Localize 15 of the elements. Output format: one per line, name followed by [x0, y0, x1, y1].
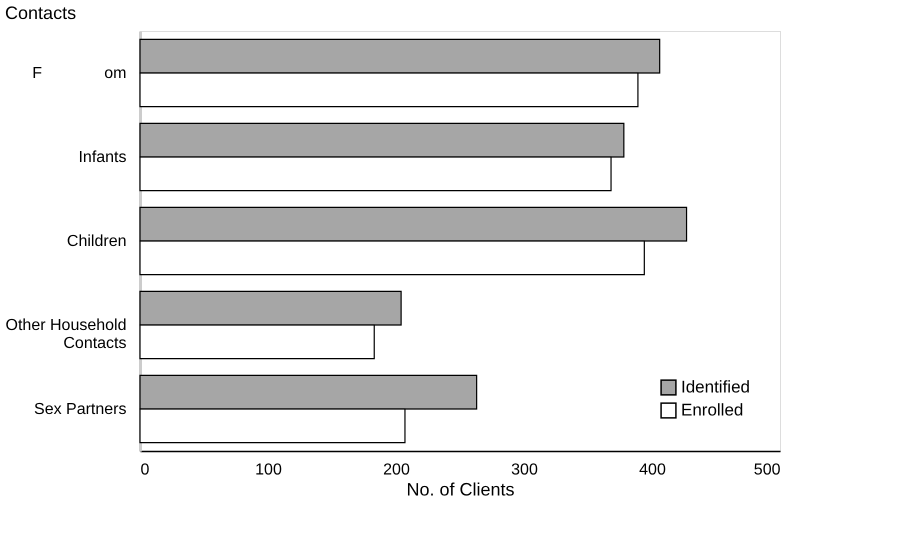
y-tick-label: F om — [32, 65, 126, 82]
x-tick-label: 100 — [255, 462, 282, 478]
x-tick-label: 300 — [511, 462, 538, 478]
x-tick-label: 500 — [754, 462, 781, 478]
x-tick-label: 200 — [383, 462, 410, 478]
chart-title: Contacts — [5, 3, 76, 23]
x-tick-label: 0 — [140, 462, 150, 478]
legend-label: Enrolled — [681, 400, 744, 420]
x-tick-label: 400 — [639, 462, 666, 478]
y-tick-label: Other Household Contacts — [6, 317, 126, 352]
x-axis-title: No. of Clients — [406, 480, 515, 500]
y-tick-label: Sex Partners — [34, 401, 126, 418]
y-tick-label: Children — [66, 233, 126, 250]
legend-label: Identified — [681, 378, 750, 396]
y-tick-label: Infants — [78, 149, 126, 166]
